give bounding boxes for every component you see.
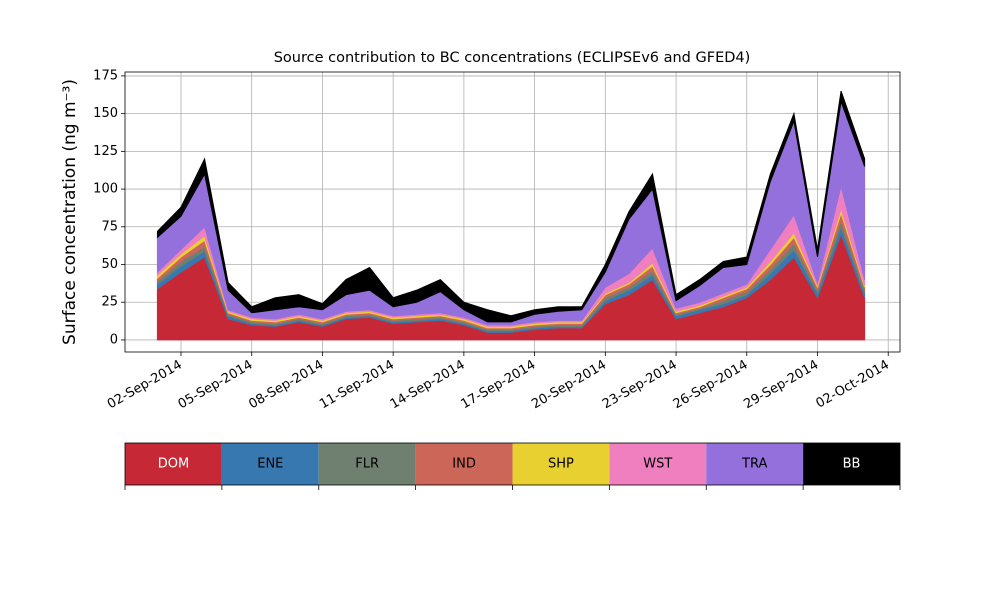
x-tick-label: 11-Sep-2014	[317, 358, 397, 413]
legend-swatch	[125, 443, 222, 485]
legend-swatch	[609, 443, 707, 485]
legend-swatch	[415, 443, 513, 485]
legend-swatch	[706, 443, 804, 485]
y-tick-label: 125	[93, 144, 118, 159]
legend-swatch	[803, 443, 900, 485]
x-tick-label: 17-Sep-2014	[459, 358, 539, 413]
area	[156, 90, 866, 323]
plot-frame	[124, 71, 901, 353]
x-tick-label: 05-Sep-2014	[176, 358, 256, 413]
x-tick-label: 02-Sep-2014	[105, 358, 185, 413]
area-layer	[156, 90, 866, 341]
x-tick-label: 14-Sep-2014	[388, 358, 468, 413]
x-tick-label: 29-Sep-2014	[741, 358, 821, 413]
legend-label: TRA	[741, 457, 767, 472]
legend-swatch	[221, 443, 319, 485]
x-tick-label: 20-Sep-2014	[529, 358, 609, 413]
legend-label: ENE	[257, 457, 283, 472]
chart-title: Source contribution to BC concentrations…	[274, 50, 751, 66]
y-tick-label: 0	[110, 332, 118, 347]
grid-layer	[125, 72, 900, 352]
legend: DOM ENE FLR IND SHP WST TRA BB	[124, 442, 901, 490]
legend-label: DOM	[158, 457, 189, 472]
y-tick-label: 175	[93, 68, 118, 83]
y-tick-label: 75	[101, 219, 118, 234]
legend-label: WST	[643, 457, 672, 472]
legend-label: FLR	[355, 457, 379, 472]
legend-label: BB	[843, 457, 861, 472]
legend-label: IND	[452, 457, 476, 472]
legend-swatch	[318, 443, 416, 485]
y-tick-label: 100	[93, 182, 118, 197]
legend-swatch	[512, 443, 610, 485]
x-tick-label: 02-Oct-2014	[814, 358, 892, 412]
x-tick-label: 26-Sep-2014	[671, 358, 751, 413]
y-axis-label: Surface concentration (ng m⁻³)	[60, 79, 80, 345]
y-tick-label: 50	[101, 257, 118, 272]
y-tick-label: 25	[101, 295, 118, 310]
y-tick-label: 150	[93, 106, 118, 121]
x-tick-label: 23-Sep-2014	[600, 358, 680, 413]
x-tick-label: 08-Sep-2014	[246, 358, 326, 413]
legend-label: SHP	[548, 457, 574, 472]
